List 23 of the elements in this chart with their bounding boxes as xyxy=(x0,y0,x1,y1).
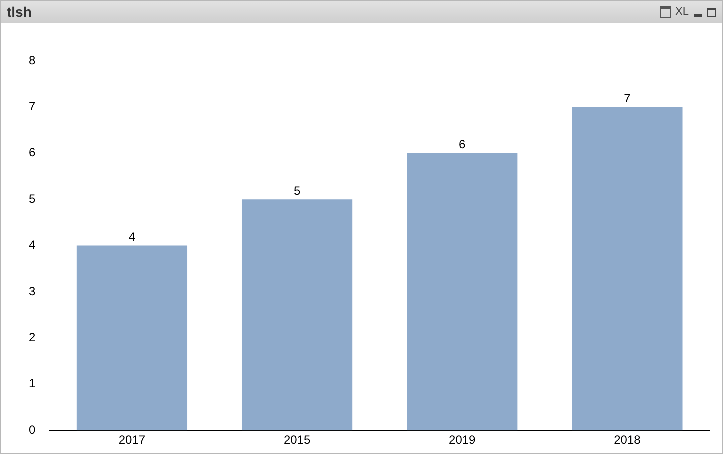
y-tick-label: 8 xyxy=(28,53,36,68)
y-tick-label: 4 xyxy=(28,238,36,252)
y-tick-label: 5 xyxy=(28,192,36,206)
data-label: 6 xyxy=(459,138,466,152)
bar xyxy=(76,246,188,431)
data-label: 7 xyxy=(624,92,632,106)
bar xyxy=(407,153,518,431)
y-tick-label: 3 xyxy=(28,284,36,298)
data-label: 4 xyxy=(128,230,136,244)
bar xyxy=(572,107,683,431)
text: XL xyxy=(676,6,689,18)
x-tick-label: 2018 xyxy=(614,433,642,448)
y-tick-label: 2 xyxy=(28,330,36,345)
x-tick-label: 2015 xyxy=(284,433,311,448)
bar xyxy=(242,200,353,431)
y-tick-label: 7 xyxy=(28,100,36,114)
x-tick-label: 2019 xyxy=(449,433,476,448)
data-label: 5 xyxy=(294,184,301,198)
y-tick-label: 0 xyxy=(28,422,36,437)
y-tick-label: 1 xyxy=(28,376,36,391)
chart-title: tlsh xyxy=(7,4,32,20)
x-tick-label: 2017 xyxy=(118,433,146,448)
y-tick-label: 6 xyxy=(28,146,36,160)
